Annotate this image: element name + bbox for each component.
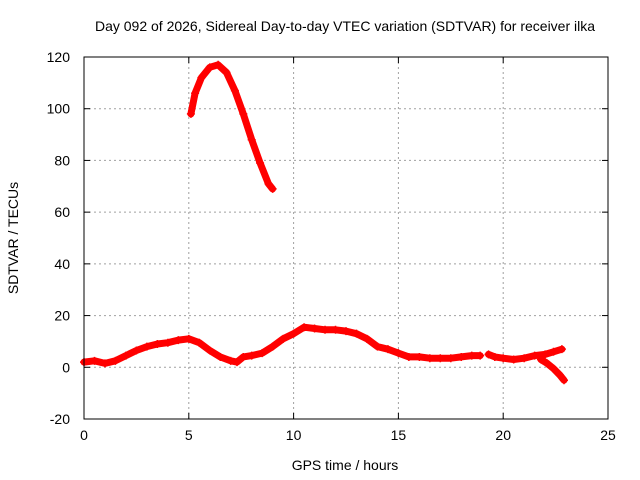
data-point	[541, 350, 550, 359]
data-point	[111, 356, 120, 365]
data-point	[214, 60, 223, 69]
data-point	[394, 349, 403, 358]
x-tick-label: 20	[495, 427, 511, 443]
data-point	[559, 376, 568, 385]
y-tick-label: 0	[62, 359, 70, 375]
data-point	[222, 68, 231, 77]
series-line	[80, 323, 484, 367]
data-point	[121, 351, 130, 360]
data-point	[549, 364, 558, 373]
data-point	[321, 325, 330, 334]
data-point	[216, 352, 225, 361]
y-tick-label: 120	[47, 49, 71, 65]
data-point	[100, 359, 109, 368]
data-point	[174, 336, 183, 345]
data-point	[484, 350, 493, 359]
data-point	[557, 345, 566, 354]
data-point	[457, 352, 466, 361]
data-point	[373, 342, 382, 351]
data-point	[191, 89, 200, 98]
data-point	[197, 73, 206, 82]
y-tick-label: 20	[54, 308, 70, 324]
data-point	[247, 135, 256, 144]
data-point	[425, 354, 434, 363]
series-4	[536, 355, 568, 385]
data-point	[555, 371, 564, 380]
data-point	[536, 355, 545, 364]
data-point	[258, 349, 267, 358]
data-point	[342, 327, 350, 336]
data-point	[256, 159, 265, 168]
y-axis-label: SDTVAR / TECUs	[5, 182, 21, 294]
data-point	[543, 359, 552, 368]
y-tick-label: 60	[54, 204, 70, 220]
data-point	[467, 351, 476, 360]
data-point	[153, 340, 162, 349]
data-point	[331, 325, 340, 334]
data-point	[476, 351, 485, 360]
data-point	[490, 352, 499, 361]
data-point	[142, 342, 151, 351]
data-point	[436, 354, 445, 363]
data-point	[195, 338, 204, 347]
data-point	[233, 358, 242, 367]
x-tick-label: 0	[80, 427, 88, 443]
x-tick-label: 5	[185, 427, 193, 443]
data-point	[446, 354, 455, 363]
data-point	[415, 352, 424, 361]
data-point	[163, 338, 172, 347]
data-point	[226, 356, 235, 365]
data-point	[352, 329, 361, 338]
series-1	[80, 323, 485, 368]
data-point	[230, 86, 239, 95]
y-tick-label: 40	[54, 256, 70, 272]
data-point	[362, 334, 371, 343]
data-point	[239, 109, 248, 118]
chart-title: Day 092 of 2026, Sidereal Day-to-day VTE…	[95, 18, 595, 34]
series-3	[484, 345, 566, 364]
data-point	[279, 334, 288, 343]
data-point	[300, 323, 309, 332]
x-axis-label: GPS time / hours	[292, 457, 399, 473]
data-point	[239, 352, 248, 361]
y-tick-label: -20	[50, 411, 70, 427]
x-tick-label: 15	[391, 427, 407, 443]
data-point	[289, 329, 298, 338]
data-point	[520, 354, 529, 363]
axis-ticks: 0 5 10 15 20 25 -20 0 20 40 60 80 100 120	[47, 49, 616, 443]
data-point	[499, 354, 508, 363]
plot-frame	[83, 56, 609, 420]
y-tick-label: 80	[54, 152, 70, 168]
x-tick-label: 25	[600, 427, 616, 443]
data-point	[186, 109, 195, 118]
data-point	[247, 351, 256, 360]
data-point	[90, 356, 99, 365]
data-point	[383, 345, 392, 354]
data-point	[205, 63, 214, 72]
data-point	[184, 334, 193, 343]
data-point	[268, 342, 277, 351]
data-point	[310, 324, 319, 333]
data-point	[264, 179, 273, 188]
data-point	[530, 351, 539, 360]
series-2	[186, 60, 277, 193]
series-line	[187, 61, 277, 193]
data-point	[549, 347, 558, 356]
x-tick-label: 10	[286, 427, 302, 443]
data-point	[205, 346, 214, 355]
data-point	[268, 184, 277, 193]
grid	[84, 57, 608, 419]
data-point	[509, 355, 518, 364]
data-point	[132, 346, 141, 355]
data-point	[404, 352, 413, 361]
y-tick-label: 100	[47, 101, 71, 117]
data-series	[80, 60, 568, 385]
